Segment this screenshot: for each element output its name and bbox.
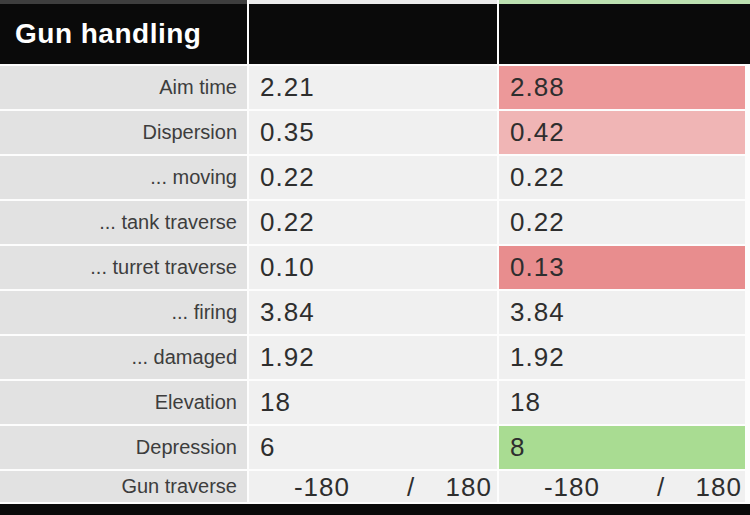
stat-value-a: 18 — [249, 381, 497, 424]
stat-label: Elevation — [0, 381, 247, 424]
stat-value-a: 2.21 — [249, 66, 497, 109]
table-row: Gun traverse-180/180-180/180 — [0, 471, 750, 502]
stat-label: Depression — [0, 426, 247, 469]
stat-value-b: -180 /180 — [499, 471, 745, 502]
table-row: Dispersion0.350.42 — [0, 111, 750, 154]
stat-label: Dispersion — [0, 111, 247, 154]
stat-label: ... damaged — [0, 336, 247, 379]
stat-value-b: 1.92 — [499, 336, 745, 379]
stat-value-part: -180 — [499, 471, 600, 502]
stat-value-b: 3.84 — [499, 291, 745, 334]
stat-value-a: 3.84 — [249, 291, 497, 334]
stat-value-b: 0.22 — [499, 156, 745, 199]
stat-label: ... moving — [0, 156, 247, 199]
table-row: Depression68 — [0, 426, 750, 469]
stat-value-b: 0.22 — [499, 201, 745, 244]
stat-value-a: -180 /180 — [249, 471, 497, 502]
table-row: ... tank traverse0.220.22 — [0, 201, 750, 244]
stat-value-b: 0.13 — [499, 246, 745, 289]
stat-value-b: 18 — [499, 381, 745, 424]
table-row: ... damaged1.921.92 — [0, 336, 750, 379]
stat-value-part: 180 — [687, 471, 742, 502]
stat-value-a: 1.92 — [249, 336, 497, 379]
stats-comparison-panel: Gun handling Aim time2.212.88Dispersion0… — [0, 0, 750, 515]
stat-value-a: 0.35 — [249, 111, 497, 154]
section-title: Gun handling — [15, 18, 201, 50]
table-row: Aim time2.212.88 — [0, 66, 750, 109]
table-row: ... firing3.843.84 — [0, 291, 750, 334]
stat-value-b: 2.88 — [499, 66, 745, 109]
stat-label: ... tank traverse — [0, 201, 247, 244]
section-title-cell: Gun handling — [0, 4, 247, 64]
stat-value-part: / — [381, 471, 441, 502]
section-header: Gun handling — [0, 4, 750, 64]
stat-value-a: 6 — [249, 426, 497, 469]
section-footer-bar — [0, 504, 750, 515]
table-row: ... turret traverse0.100.13 — [0, 246, 750, 289]
table-row: Elevation1818 — [0, 381, 750, 424]
stat-value-b: 0.42 — [499, 111, 745, 154]
stat-value-a: 0.22 — [249, 156, 497, 199]
stat-label: Gun traverse — [0, 471, 247, 502]
stat-value-a: 0.22 — [249, 201, 497, 244]
stat-value-b: 8 — [499, 426, 745, 469]
stats-table-body: Aim time2.212.88Dispersion0.350.42... mo… — [0, 64, 750, 502]
header-spacer-tank-a — [249, 4, 497, 64]
stat-label: ... firing — [0, 291, 247, 334]
table-row: ... moving0.220.22 — [0, 156, 750, 199]
header-spacer-tank-b — [499, 4, 750, 64]
stat-label: Aim time — [0, 66, 247, 109]
stat-value-part: / — [631, 471, 691, 502]
stat-value-a: 0.10 — [249, 246, 497, 289]
stat-value-part: 180 — [437, 471, 492, 502]
stat-label: ... turret traverse — [0, 246, 247, 289]
stat-value-part: -180 — [249, 471, 350, 502]
